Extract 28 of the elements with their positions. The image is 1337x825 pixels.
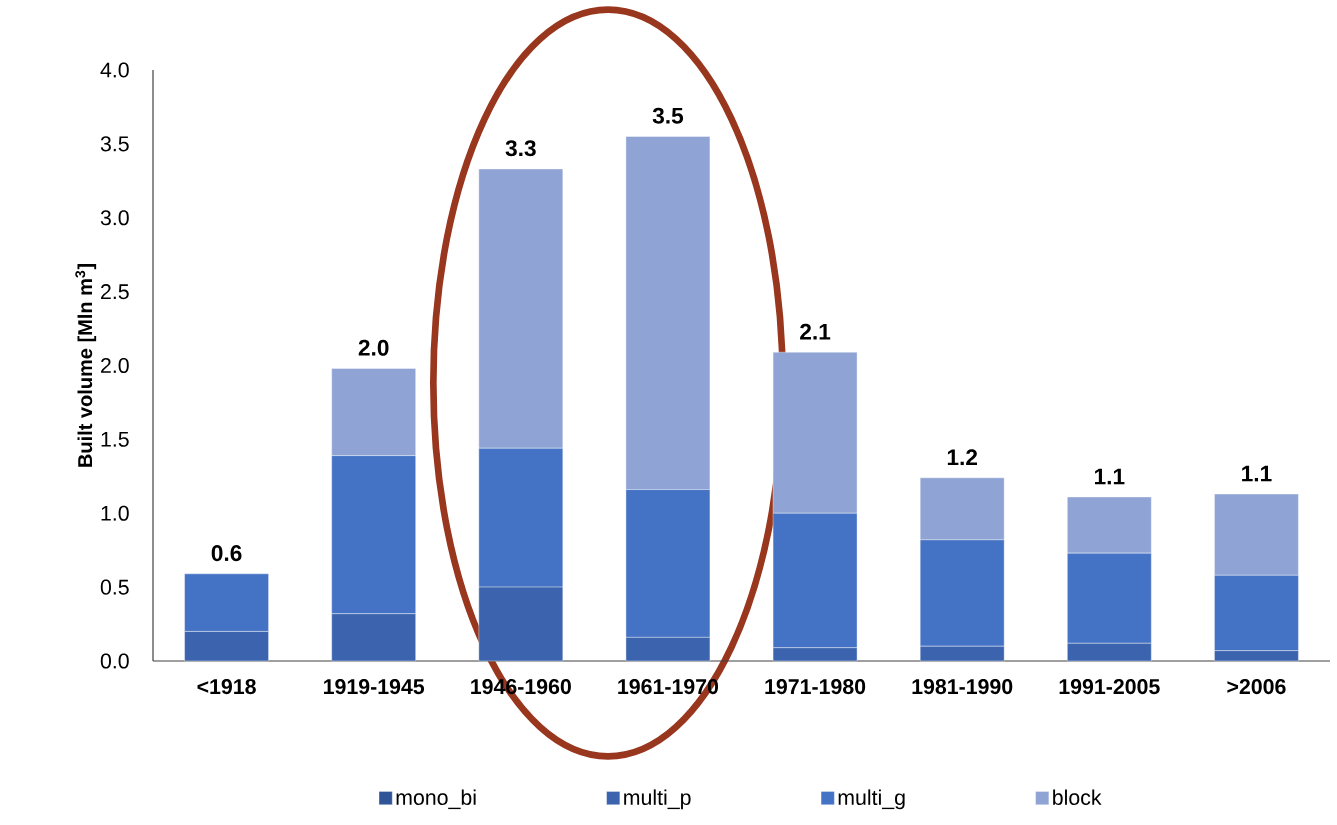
- x-tick-label: 1981-1990: [912, 679, 1013, 695]
- total-label: 2.1: [800, 323, 831, 340]
- y-tick-label: 0.0: [100, 653, 129, 669]
- y-tick-label: 3.5: [100, 136, 129, 152]
- total-label: 1.1: [1094, 468, 1125, 485]
- legend-label: block: [1053, 789, 1102, 806]
- total-label: 0.6: [211, 545, 242, 562]
- legend-label: multi_p: [624, 789, 691, 810]
- legend-label: multi_g: [838, 789, 905, 810]
- y-tick-label: 1.0: [101, 505, 129, 521]
- total-label: 1.2: [947, 449, 978, 466]
- y-axis-title: Built volume [Mln m$^{3}$]: [75, 264, 97, 467]
- total-label: 3.3: [505, 140, 536, 157]
- total-label: 2.0: [358, 339, 389, 356]
- x-tick-label: 1919-1945: [324, 679, 425, 695]
- y-tick-label: 2.5: [101, 284, 129, 300]
- legend-label: mono_bi: [396, 789, 476, 810]
- x-tick-label: <1918: [197, 679, 256, 695]
- y-tick-label: 1.5: [101, 431, 129, 447]
- x-tick-label: 1971-1980: [765, 679, 866, 695]
- y-tick-label: 3.0: [100, 210, 129, 226]
- y-tick-label: 2.0: [101, 357, 129, 374]
- y-tick-label: 4.0: [100, 62, 129, 78]
- y-tick-label: 0.5: [100, 579, 129, 595]
- x-tick-label: 1991-2005: [1059, 679, 1160, 695]
- total-label: 3.5: [652, 107, 684, 124]
- total-label: 1.1: [1242, 465, 1272, 482]
- x-tick-label: >2006: [1227, 679, 1286, 695]
